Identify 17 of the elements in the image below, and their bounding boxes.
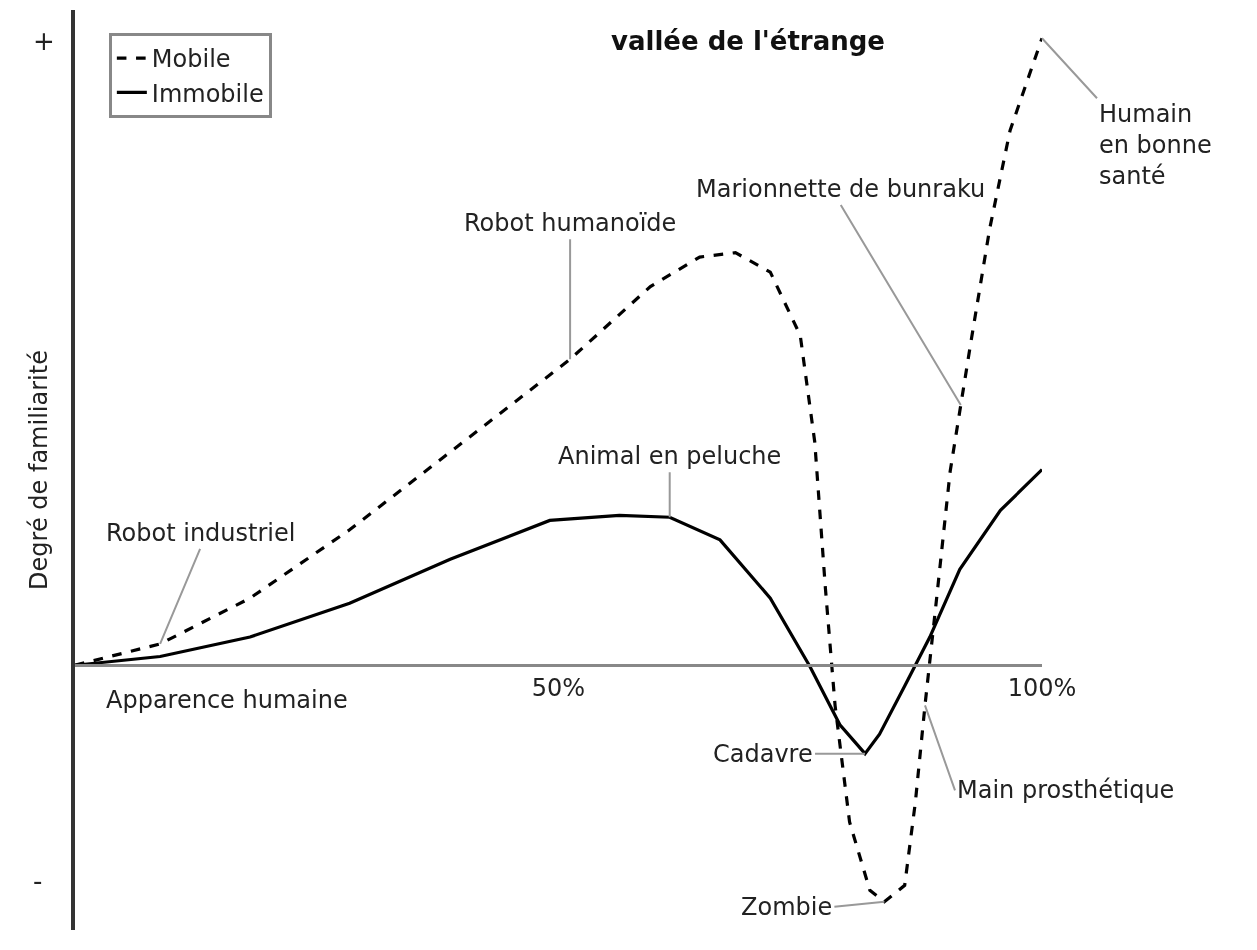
annotation: Marionnette de bunraku [696, 175, 986, 203]
x-tick-label: 100% [1007, 673, 1077, 702]
text: - [33, 866, 43, 896]
annotation: Cadavre [713, 740, 813, 768]
x-tick-label: 50% [531, 673, 586, 702]
legend-label: Immobile [151, 79, 264, 108]
text: + [33, 26, 55, 56]
annotation: Robot industriel [106, 519, 296, 547]
y-axis-title: Degré de familiarité [24, 350, 53, 590]
annotation: Animal en peluche [558, 442, 782, 470]
annotation: Main prosthétique [957, 776, 1175, 804]
x-axis-title: Apparence humaine [106, 686, 348, 714]
annotation: Humain en bonne santé [1099, 100, 1212, 191]
annotation: Robot humanoïde [464, 209, 677, 237]
legend-label: Mobile [151, 45, 231, 74]
annotation: vallée de l'étrange [611, 26, 885, 56]
annotation: Zombie [741, 893, 833, 921]
